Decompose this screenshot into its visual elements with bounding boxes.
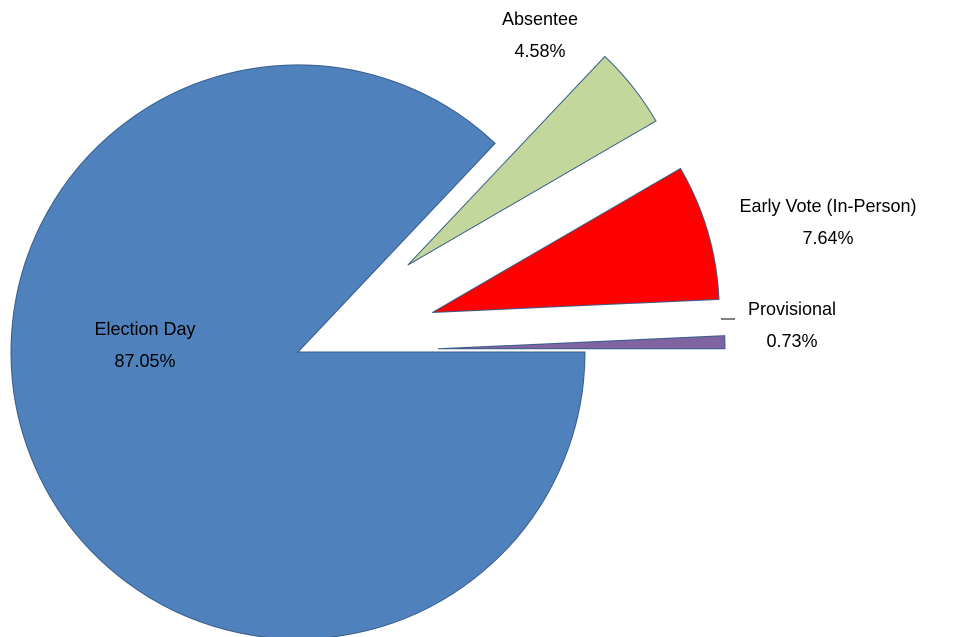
slice-value-label: 7.64% bbox=[802, 228, 853, 248]
pie-slice bbox=[437, 335, 726, 350]
pie-slice bbox=[10, 64, 586, 637]
slice-value-label: 4.58% bbox=[514, 41, 565, 61]
pie-slice bbox=[432, 167, 720, 314]
pie-slice bbox=[407, 55, 657, 266]
slice-label: Early Vote (In-Person) bbox=[739, 196, 916, 216]
slice-value-label: 0.73% bbox=[766, 331, 817, 351]
slice-label: Absentee bbox=[502, 9, 578, 29]
slice-value-label: 87.05% bbox=[114, 351, 175, 371]
slice-label: Election Day bbox=[94, 319, 195, 339]
slice-label: Provisional bbox=[748, 299, 836, 319]
